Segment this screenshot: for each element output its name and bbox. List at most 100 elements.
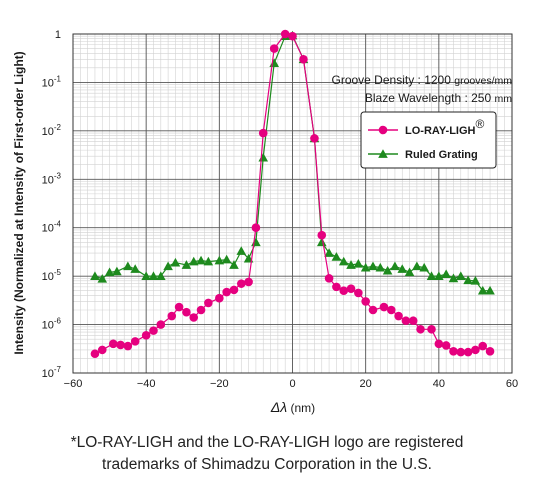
data-point [485,285,495,295]
x-tick-labels: −60 −40 −20 0 20 40 60 [64,378,518,390]
data-point [174,302,184,312]
data-point [416,324,425,334]
data-point [222,287,231,297]
data-point [338,256,349,266]
y-tick-label: 10-2 [42,123,62,138]
data-point [130,337,140,346]
y-tick-label: 10-1 [42,74,62,89]
data-point [141,331,151,340]
data-point [229,260,239,269]
data-point [379,302,389,312]
x-tick-label: 20 [360,378,372,390]
data-point [441,341,451,350]
data-point [401,316,411,326]
data-point [470,276,481,285]
data-point [331,252,342,261]
data-point [354,288,363,298]
data-point [236,279,246,288]
data-point [97,345,107,355]
data-point [141,271,151,280]
data-point [167,311,177,321]
blaze-wavelength-annotation: Blaze Wavelength : 250 mm [365,91,512,105]
data-point [108,339,118,349]
data-point [269,44,279,53]
groove-density-annotation: Groove Density : 1200 grooves/mm [332,73,513,87]
data-point [288,31,297,41]
data-point [181,260,192,269]
data-point [339,286,349,296]
y-axis-label: Intensity (Normalized at Intensity of Fi… [12,51,26,354]
footnote-line-2: trademarks of Shimadzu Corporation in th… [102,456,432,473]
data-point [299,55,308,64]
data-point [478,341,488,351]
data-point [485,347,495,356]
data-point [130,264,140,273]
data-point [244,277,253,287]
data-point [156,320,166,329]
data-point [434,271,444,280]
annotation-box: Groove Density : 1200 grooves/mm Blaze W… [332,73,513,105]
data-point [463,347,473,357]
data-point [203,256,214,266]
legend-entry: Ruled Grating [368,149,478,161]
legend-swatch-marker [378,125,388,135]
data-point [449,347,458,356]
data-point [316,237,327,247]
x-axis-label: Δλ (nm) [270,399,315,415]
data-point [441,269,451,278]
data-point [456,347,466,357]
data-point [163,261,173,271]
y-tick-label: 1 [55,29,61,41]
data-point [419,262,429,272]
data-point [346,284,356,294]
y-tick-label: 10-4 [42,220,62,235]
data-point [360,262,371,272]
data-point [196,305,206,315]
data-point [149,326,158,335]
data-point [310,134,319,143]
y-tick-label: 10-5 [42,268,62,283]
legend-label: Ruled Grating [405,149,478,161]
data-point [375,262,386,272]
y-tick-labels: 10-7 10-6 10-5 10-4 10-3 10-2 10-1 1 [42,29,62,380]
data-point [368,305,378,315]
data-point [353,258,364,268]
data-point [394,311,403,321]
data-point [116,340,125,350]
legend-entry: LO-RAY-LIGH® [368,117,485,137]
data-point [215,293,224,303]
data-point [112,266,122,276]
data-point [90,271,100,280]
data-point [455,271,466,280]
data-point [426,271,437,280]
data-point [182,307,191,317]
x-tick-label: −40 [137,378,156,390]
y-tick-label: 10-6 [42,317,62,332]
data-point [471,345,480,355]
data-point [280,29,290,39]
data-point [427,324,436,334]
data-point [188,256,199,266]
x-tick-label: −20 [210,378,229,390]
data-point [97,274,108,283]
data-point [386,305,396,315]
data-point [156,271,166,280]
data-point [196,255,206,265]
x-tick-label: 60 [506,378,518,390]
data-point [221,254,232,264]
data-point [123,261,133,271]
data-point [317,230,327,240]
footnote-line-1: *LO-RAY-LIGH and the LO-RAY-LIGH logo ar… [70,434,464,451]
series-lo-ray-ligh [90,29,495,359]
data-point [258,152,269,162]
series-layer [90,29,495,359]
data-point [448,273,459,283]
data-point [214,255,225,265]
data-point [204,298,213,308]
intensity-chart: 10-7 10-6 10-5 10-4 10-3 10-2 10-1 1 −60 −40 −20 0… [12,29,518,415]
trademark-footnote: *LO-RAY-LIGH and the LO-RAY-LIGH logo ar… [0,432,534,476]
x-tick-label: 0 [289,378,295,390]
data-point [332,282,341,292]
data-point [408,316,418,326]
data-point [397,264,408,273]
